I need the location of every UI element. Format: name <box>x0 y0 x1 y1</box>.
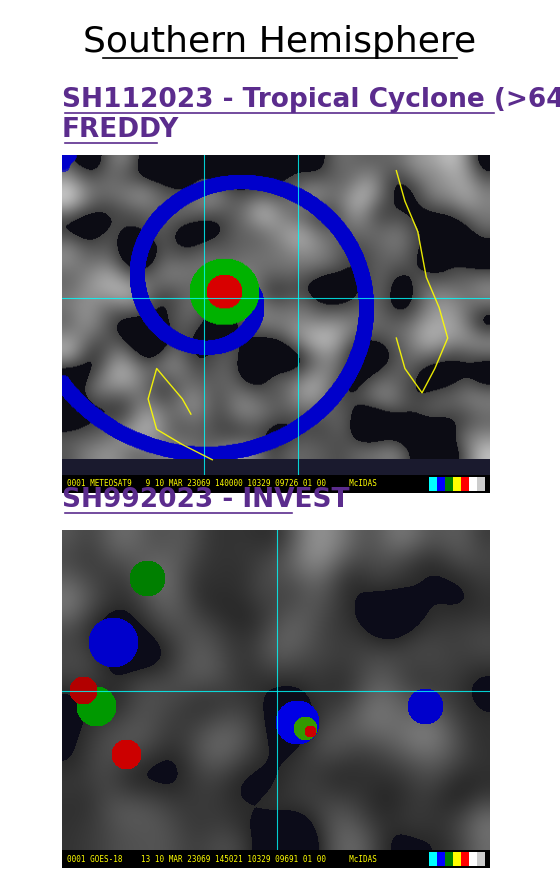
Bar <box>437 477 445 491</box>
Bar <box>429 477 437 491</box>
Text: SH112023 - Tropical Cyclone (>64 kt): SH112023 - Tropical Cyclone (>64 kt) <box>62 87 560 113</box>
Bar <box>477 477 485 491</box>
Text: 0001 GOES-18    13 10 MAR 23069 145021 10329 09691 01 00     McIDAS: 0001 GOES-18 13 10 MAR 23069 145021 1032… <box>67 855 377 864</box>
Text: FREDDY: FREDDY <box>62 117 179 143</box>
Text: SH992023 - INVEST: SH992023 - INVEST <box>62 487 349 513</box>
Bar <box>429 852 437 866</box>
Bar <box>62 155 490 475</box>
Bar <box>469 477 477 491</box>
Bar <box>469 852 477 866</box>
Bar <box>453 852 461 866</box>
Bar <box>477 852 485 866</box>
Bar <box>437 852 445 866</box>
Text: Southern Hemisphere: Southern Hemisphere <box>83 25 477 59</box>
Bar <box>62 530 490 850</box>
Bar <box>461 477 469 491</box>
Bar <box>62 475 490 493</box>
Bar <box>62 850 490 868</box>
Bar <box>445 852 453 866</box>
Bar <box>453 477 461 491</box>
Text: 0001 METEOSAT9   9 10 MAR 23069 140000 10329 09726 01 00     McIDAS: 0001 METEOSAT9 9 10 MAR 23069 140000 103… <box>67 480 377 488</box>
Bar <box>445 477 453 491</box>
Bar <box>461 852 469 866</box>
